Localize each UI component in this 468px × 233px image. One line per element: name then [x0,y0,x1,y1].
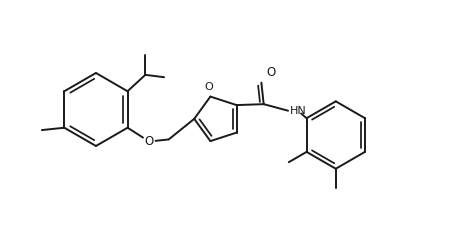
Text: O: O [266,66,275,79]
Text: O: O [204,82,213,92]
Text: O: O [145,135,154,148]
Text: HN: HN [290,106,307,116]
